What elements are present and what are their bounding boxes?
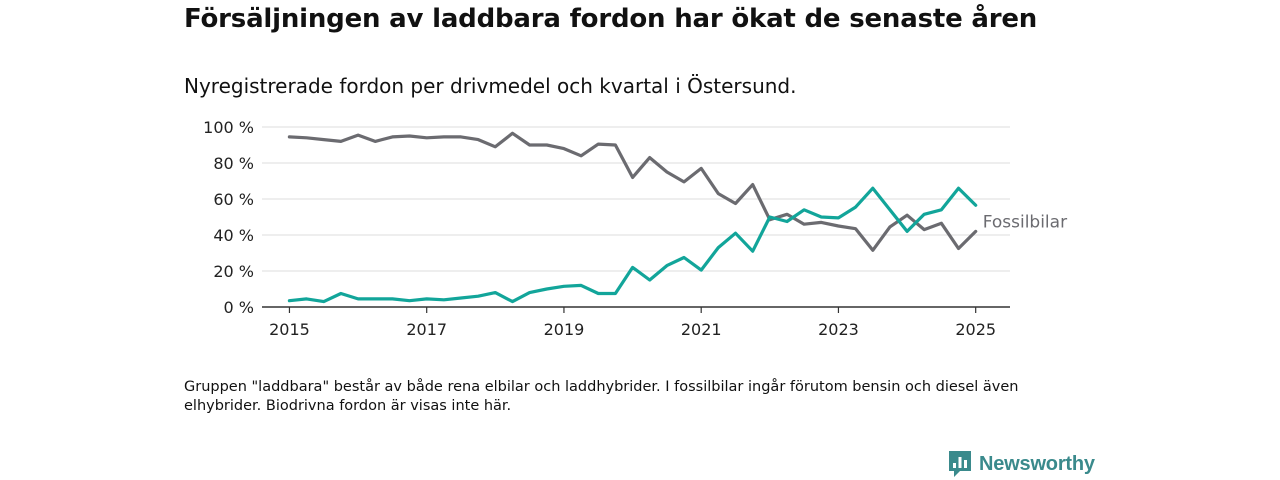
series-label-1: Fossilbilar bbox=[983, 212, 1067, 232]
x-tick-label: 2015 bbox=[269, 320, 310, 339]
y-tick-label: 80 % bbox=[213, 154, 254, 173]
brand-name: Newsworthy bbox=[979, 452, 1095, 475]
y-tick-label: 20 % bbox=[213, 262, 254, 281]
x-tick-label: 2019 bbox=[544, 320, 585, 339]
x-tick-label: 2025 bbox=[955, 320, 996, 339]
newsworthy-logo[interactable]: Newsworthy bbox=[948, 450, 1095, 478]
series-lines bbox=[287, 131, 978, 304]
axes: 0 % 20 % 40 % 60 % 80 % 100 % 2015 2017 2019 2021… bbox=[203, 118, 1010, 339]
y-tick-label: 100 % bbox=[203, 118, 254, 137]
y-tick-label: 0 % bbox=[224, 298, 254, 317]
y-tick-label: 40 % bbox=[213, 226, 254, 245]
series-labels: Fossilbilar bbox=[983, 212, 1067, 232]
chart-subtitle: Nyregistrerade fordon per drivmedel och … bbox=[184, 74, 797, 98]
series-line-2 bbox=[287, 186, 978, 304]
x-tick-label: 2021 bbox=[681, 320, 722, 339]
gridlines bbox=[262, 126, 1010, 272]
series-line-1 bbox=[287, 131, 978, 252]
newsworthy-logo-icon bbox=[949, 451, 971, 477]
x-tick-label: 2023 bbox=[818, 320, 859, 339]
y-tick-label: 60 % bbox=[213, 190, 254, 209]
footnote: Gruppen "laddbara" består av både rena e… bbox=[184, 379, 1019, 414]
chart-title: Försäljningen av laddbara fordon har öka… bbox=[184, 4, 1038, 34]
x-tick-label: 2017 bbox=[406, 320, 447, 339]
